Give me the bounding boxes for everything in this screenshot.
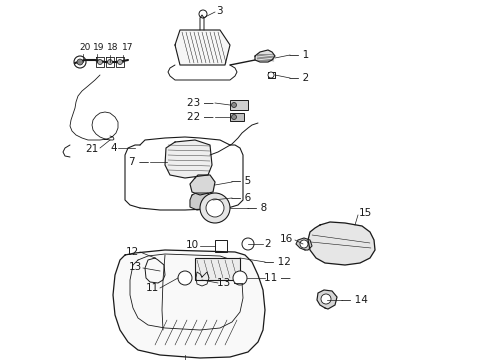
Text: — 6: — 6 — [231, 193, 251, 203]
Text: 4: 4 — [110, 143, 117, 153]
Polygon shape — [317, 290, 337, 309]
Text: 20: 20 — [79, 42, 91, 51]
Bar — [230, 113, 244, 121]
Text: 16: 16 — [280, 234, 293, 244]
Polygon shape — [113, 250, 265, 358]
Text: 21: 21 — [85, 144, 98, 154]
Bar — [230, 100, 248, 110]
Polygon shape — [296, 238, 312, 250]
Polygon shape — [255, 50, 275, 62]
Circle shape — [200, 193, 230, 223]
Text: 13: 13 — [129, 262, 142, 272]
Polygon shape — [190, 193, 212, 210]
Circle shape — [178, 271, 192, 285]
Polygon shape — [190, 175, 215, 195]
Polygon shape — [165, 140, 212, 178]
Circle shape — [231, 114, 237, 120]
Text: — 12: — 12 — [264, 257, 291, 267]
Text: — 2: — 2 — [289, 73, 309, 83]
Text: 19: 19 — [93, 42, 105, 51]
Circle shape — [98, 59, 102, 64]
Circle shape — [300, 240, 308, 248]
Text: 23 —: 23 — — [187, 98, 214, 108]
Text: — 14: — 14 — [341, 295, 368, 305]
Circle shape — [107, 59, 113, 64]
Text: 11: 11 — [146, 283, 159, 293]
Text: 22 —: 22 — — [187, 112, 214, 122]
Text: 13 —: 13 — — [217, 278, 244, 288]
Text: — 8: — 8 — [247, 203, 267, 213]
Text: 3: 3 — [216, 6, 222, 16]
Bar — [195, 258, 240, 280]
Bar — [215, 240, 227, 252]
Text: 10: 10 — [186, 240, 199, 250]
Text: — 5: — 5 — [231, 176, 251, 186]
Circle shape — [206, 199, 224, 217]
Circle shape — [268, 72, 274, 78]
Polygon shape — [175, 30, 230, 65]
Text: 17: 17 — [122, 44, 134, 53]
Text: 11 —: 11 — — [264, 273, 291, 283]
Text: 15: 15 — [359, 208, 372, 218]
Circle shape — [77, 59, 83, 65]
Text: 18: 18 — [107, 44, 119, 53]
Text: 12: 12 — [126, 247, 139, 257]
Text: — 1: — 1 — [289, 50, 309, 60]
Polygon shape — [308, 222, 375, 265]
Text: 7 —: 7 — — [129, 157, 149, 167]
Circle shape — [233, 271, 247, 285]
Circle shape — [231, 103, 237, 108]
Circle shape — [118, 59, 122, 64]
Circle shape — [321, 294, 331, 304]
Circle shape — [242, 238, 254, 250]
Text: 2: 2 — [264, 239, 270, 249]
